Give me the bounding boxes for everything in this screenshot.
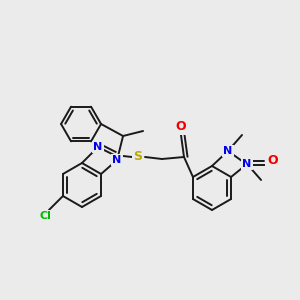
Text: O: O	[176, 121, 186, 134]
Text: N: N	[93, 142, 103, 152]
Text: O: O	[268, 154, 278, 167]
Text: S: S	[134, 151, 142, 164]
Text: Cl: Cl	[39, 211, 51, 221]
Text: N: N	[224, 146, 232, 156]
Text: N: N	[112, 155, 122, 165]
Text: N: N	[242, 159, 252, 169]
